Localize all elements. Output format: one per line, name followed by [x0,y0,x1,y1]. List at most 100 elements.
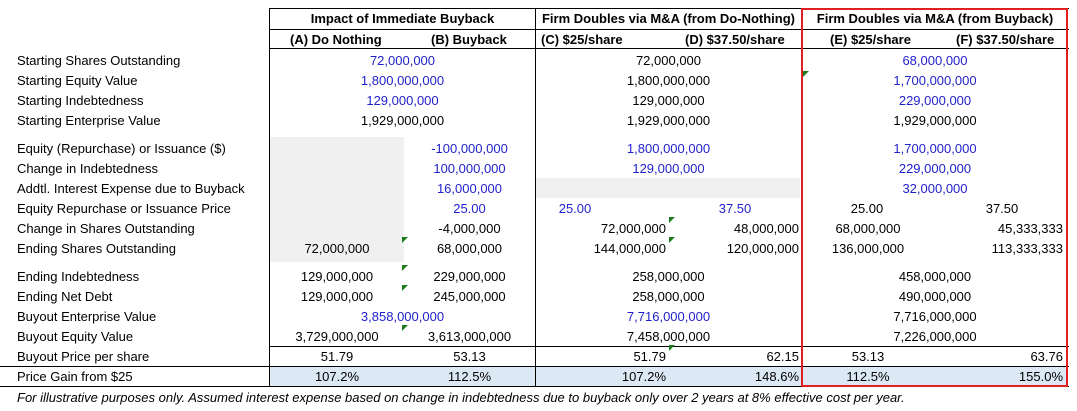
cell-start-ev-cd[interactable]: 1,929,000,000 [626,113,711,128]
cell-start-shares-cd[interactable]: 72,000,000 [635,53,702,68]
cell-repurchase-price-b[interactable]: 25.00 [453,201,486,216]
cell-start-debt-cd[interactable]: 129,000,000 [632,93,705,108]
cell-change-shares-b[interactable]: -4,000,000 [438,221,501,236]
cell-end-net-debt-ef[interactable]: 490,000,000 [898,289,972,304]
cell-start-shares-ef[interactable]: 68,000,000 [902,53,968,68]
cell-buyout-price-d[interactable]: 62.15 [766,349,799,364]
blank-shade-a [270,137,404,262]
grid-line-subheader [269,48,1069,49]
cell-change-debt-cd[interactable]: 129,000,000 [632,161,705,176]
cell-start-equity-cd[interactable]: 1,800,000,000 [626,73,711,88]
cell-end-net-debt-b[interactable]: 245,000,000 [433,289,506,304]
row-label-repurchase-price: Equity Repurchase or Issuance Price [17,201,231,216]
cell-price-gain-b[interactable]: 112.5% [447,369,492,384]
comment-flag-icon [669,217,675,223]
cell-end-debt-a[interactable]: 129,000,000 [300,269,374,284]
col-header-f: (F) $37.50/share [956,32,1055,47]
cell-change-debt-b[interactable]: 100,000,000 [433,161,506,176]
col-header-e: (E) $25/share [830,32,911,47]
cell-start-equity-ab[interactable]: 1,800,000,000 [360,73,445,88]
cell-change-shares-f[interactable]: 45,333,333 [997,221,1063,236]
cell-start-ev-ef[interactable]: 1,929,000,000 [893,113,977,128]
row-label-start-debt: Starting Indebtedness [17,93,144,108]
cell-buyout-price-f[interactable]: 63.76 [1030,349,1063,364]
row-label-change-debt: Change in Indebtedness [17,161,158,176]
col-header-d: (D) $37.50/share [685,32,785,47]
cell-buyout-equity-ef[interactable]: 7,226,000,000 [893,329,977,344]
cell-end-net-debt-a[interactable]: 129,000,000 [300,289,374,304]
cell-equity-issue-cd[interactable]: 1,800,000,000 [626,141,711,156]
cell-price-gain-f[interactable]: 155.0% [1018,369,1063,384]
cell-buyout-equity-a[interactable]: 3,729,000,000 [295,329,379,344]
grid-line-bottom [0,386,1069,387]
cell-start-equity-ef[interactable]: 1,700,000,000 [893,73,977,88]
cell-buyout-equity-cd[interactable]: 7,458,000,000 [626,329,711,344]
cell-start-shares-ab[interactable]: 72,000,000 [369,53,436,68]
cell-change-shares-e[interactable]: 68,000,000 [835,221,901,236]
cell-repurchase-price-c[interactable]: 25.00 [558,201,592,216]
cell-buyout-ev-ab[interactable]: 3,858,000,000 [360,309,445,324]
row-label-buyout-ev: Buyout Enterprise Value [17,309,157,324]
comment-flag-icon [669,237,675,243]
footnote: For illustrative purposes only. Assumed … [17,390,905,405]
row-label-end-debt: Ending Indebtedness [17,269,140,284]
cell-repurchase-price-d[interactable]: 37.50 [718,201,752,216]
comment-flag-icon [402,325,408,331]
cell-end-shares-c[interactable]: 144,000,000 [593,241,666,256]
cell-change-shares-c[interactable]: 72,000,000 [600,221,666,236]
cell-price-gain-e[interactable]: 112.5% [846,369,890,384]
cell-end-net-debt-cd[interactable]: 258,000,000 [632,289,705,304]
cell-buyout-price-b[interactable]: 53.13 [453,349,486,364]
cell-start-debt-ab[interactable]: 129,000,000 [366,93,439,108]
cell-price-gain-c[interactable]: 107.2% [621,369,666,384]
cell-start-ev-ab[interactable]: 1,929,000,000 [360,113,445,128]
row-label-equity-issue: Equity (Repurchase) or Issuance ($) [17,141,226,156]
row-label-buyout-equity: Buyout Equity Value [17,329,134,344]
col-header-b: (B) Buyback [431,32,507,47]
col-header-c: (C) $25/share [541,32,623,47]
row-label-start-equity: Starting Equity Value [17,73,138,88]
col-header-a: (A) Do Nothing [290,32,382,47]
cell-change-shares-d[interactable]: 48,000,000 [733,221,799,236]
cell-buyout-price-a[interactable]: 51.79 [320,349,354,364]
cell-price-gain-d[interactable]: 148.6% [754,369,799,384]
cell-end-shares-a[interactable]: 72,000,000 [304,241,370,256]
cell-end-debt-ef[interactable]: 458,000,000 [898,269,972,284]
cell-buyout-ev-ef[interactable]: 7,716,000,000 [893,309,977,324]
cell-equity-issue-ef[interactable]: 1,700,000,000 [893,141,977,156]
row-label-price-gain: Price Gain from $25 [17,369,133,384]
row-label-end-net-debt: Ending Net Debt [17,289,113,304]
cell-end-shares-b[interactable]: 68,000,000 [436,241,503,256]
cell-end-shares-f[interactable]: 113,333,333 [991,241,1063,256]
grid-line-top [269,8,1069,9]
buyback-scenario-highlight [801,8,1068,387]
cell-equity-issue-b[interactable]: -100,000,000 [431,141,508,156]
cell-addtl-interest-ef[interactable]: 32,000,000 [902,181,968,196]
cell-buyout-equity-b[interactable]: 3,613,000,000 [427,329,512,344]
cell-end-debt-cd[interactable]: 258,000,000 [632,269,705,284]
cell-price-gain-a[interactable]: 107.2% [314,369,360,384]
cell-end-shares-e[interactable]: 136,000,000 [831,241,905,256]
blank-shade-cd [536,178,800,198]
cell-buyout-ev-cd[interactable]: 7,716,000,000 [626,309,711,324]
comment-flag-icon [402,285,408,291]
cell-end-debt-b[interactable]: 229,000,000 [433,269,506,284]
cell-repurchase-price-e[interactable]: 25.00 [850,201,884,216]
group-header-buyback: Impact of Immediate Buyback [310,11,495,26]
grid-line-left [269,8,270,387]
grid-line-mid1 [535,8,536,387]
grid-line-gain [0,366,1069,367]
cell-change-debt-ef[interactable]: 229,000,000 [898,161,972,176]
comment-flag-icon [402,265,408,271]
cell-addtl-interest-b[interactable]: 16,000,000 [436,181,503,196]
cell-buyout-price-e[interactable]: 53.13 [851,349,885,364]
cell-start-debt-ef[interactable]: 229,000,000 [898,93,972,108]
row-label-start-shares: Starting Shares Outstanding [17,53,181,68]
cell-end-shares-d[interactable]: 120,000,000 [726,241,799,256]
comment-flag-icon [402,237,408,243]
group-header-ma-buyback: Firm Doubles via M&A (from Buyback) [816,11,1054,26]
cell-buyout-price-c[interactable]: 51.79 [633,349,666,364]
row-label-start-ev: Starting Enterprise Value [17,113,161,128]
row-label-end-shares: Ending Shares Outstanding [17,241,176,256]
cell-repurchase-price-f[interactable]: 37.50 [985,201,1019,216]
